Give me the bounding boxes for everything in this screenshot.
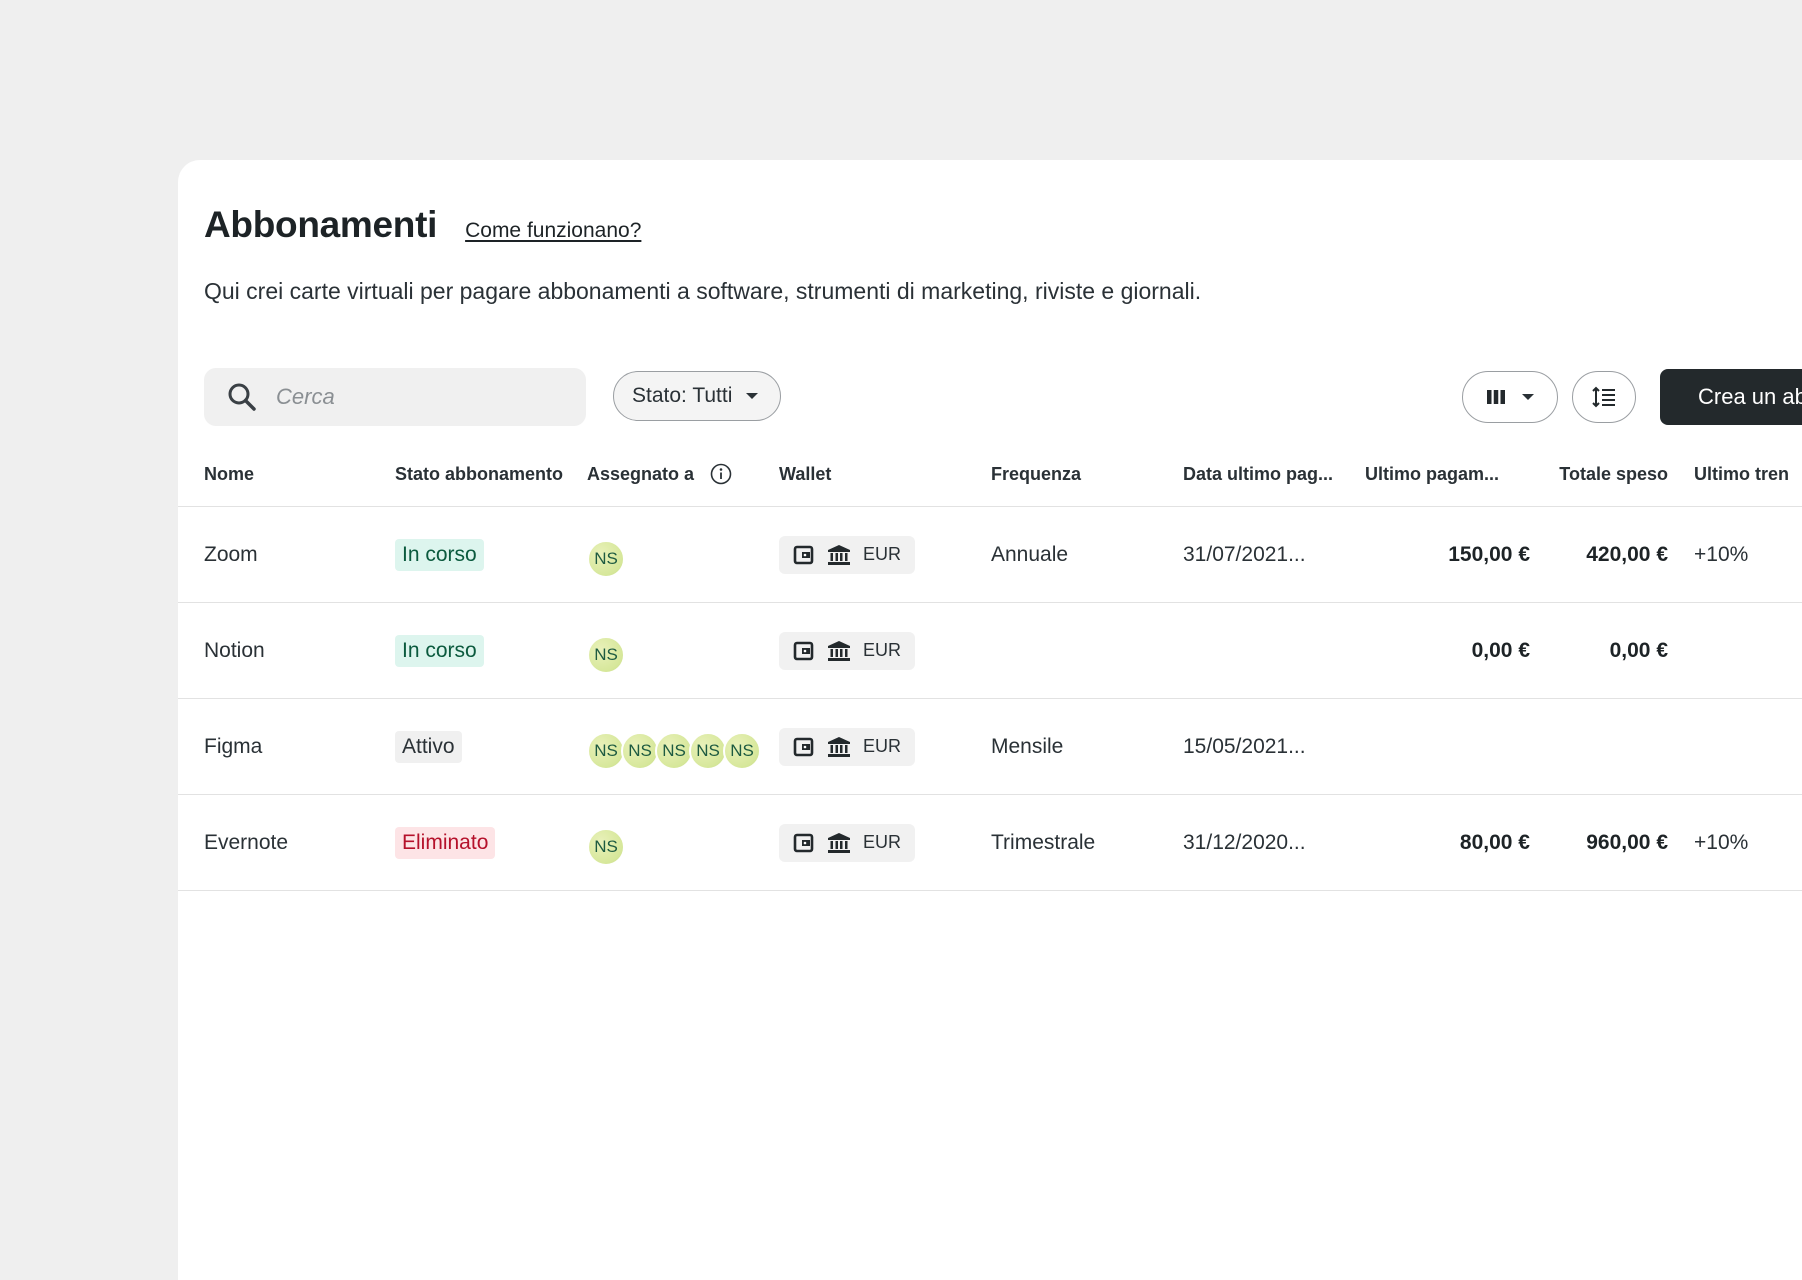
status-cell: Eliminato bbox=[395, 795, 496, 890]
avatar-group[interactable]: NS bbox=[587, 635, 767, 674]
search-box[interactable] bbox=[204, 368, 586, 426]
table-body: Zoom In corso NS bbox=[178, 507, 1802, 891]
subscription-name: Evernote bbox=[204, 830, 289, 854]
bank-icon bbox=[828, 544, 850, 565]
wallet-currency: EUR bbox=[863, 640, 902, 660]
wallet-icon bbox=[793, 641, 814, 660]
table-row[interactable]: Notion In corso NS bbox=[178, 603, 1802, 699]
column-header-total-spent[interactable]: Totale speso bbox=[1559, 463, 1668, 484]
subscription-name: Notion bbox=[204, 638, 265, 662]
subscriptions-table: Nome Stato abbonamento Assegnato a Walle… bbox=[178, 442, 1802, 891]
column-header-last-payment[interactable]: Ultimo pagam... bbox=[1365, 463, 1500, 484]
column-header-last-trend[interactable]: Ultimo tren bbox=[1694, 463, 1790, 484]
column-header-name[interactable]: Nome bbox=[204, 463, 255, 484]
wallet-icon bbox=[793, 545, 814, 564]
frequency: Annuale bbox=[991, 542, 1069, 566]
last-payment-amount: 150,00 € bbox=[1448, 542, 1530, 566]
status-filter-label: Stato: Tutti bbox=[632, 384, 733, 407]
avatar[interactable]: NS bbox=[587, 635, 625, 674]
status-cell: Attivo bbox=[395, 699, 462, 794]
avatar[interactable]: NS bbox=[587, 539, 625, 578]
search-input[interactable] bbox=[274, 383, 548, 411]
help-link[interactable]: Come funzionano? bbox=[465, 219, 642, 242]
columns-icon bbox=[1487, 390, 1505, 404]
avatar[interactable]: NS bbox=[723, 731, 761, 770]
title-row: Abbonamenti Come funzionano? bbox=[204, 204, 641, 246]
last-trend: +10% bbox=[1694, 830, 1749, 854]
status-badge: In corso bbox=[395, 634, 484, 667]
columns-toggle-button[interactable] bbox=[1462, 371, 1558, 423]
wallet-chip[interactable]: EUR bbox=[779, 631, 916, 670]
main-panel: Abbonamenti Come funzionano? Qui crei ca… bbox=[178, 160, 1802, 1280]
last-payment-amount bbox=[1365, 699, 1530, 794]
wallet-chip[interactable]: EUR bbox=[779, 823, 916, 862]
wallet-icon bbox=[793, 737, 814, 756]
column-header-frequency[interactable]: Frequenza bbox=[991, 463, 1082, 484]
status-filter-dropdown[interactable]: Stato: Tutti bbox=[613, 371, 782, 421]
wallet-currency: EUR bbox=[863, 544, 902, 564]
last-payment-date: 15/05/2021... bbox=[1183, 734, 1306, 758]
assigned-cell: NS bbox=[587, 603, 767, 698]
status-badge: In corso bbox=[395, 538, 484, 571]
last-payment-amount: 0,00 € bbox=[1471, 638, 1530, 662]
chevron-down-icon bbox=[746, 393, 759, 399]
page-title: Abbonamenti bbox=[204, 204, 438, 245]
last-trend: +10% bbox=[1694, 542, 1749, 566]
wallet-cell: EUR bbox=[779, 507, 916, 602]
avatar-group[interactable]: NS bbox=[587, 827, 767, 866]
column-header-last-payment-date[interactable]: Data ultimo pag... bbox=[1183, 463, 1334, 484]
avatar[interactable]: NS bbox=[689, 731, 727, 770]
last-payment-amount: 80,00 € bbox=[1459, 830, 1530, 854]
avatar[interactable]: NS bbox=[587, 827, 625, 866]
subscription-name: Figma bbox=[204, 734, 263, 758]
wallet-cell: EUR bbox=[779, 603, 916, 698]
column-header-assigned[interactable]: Assegnato a bbox=[587, 442, 732, 506]
table-row[interactable]: Zoom In corso NS bbox=[178, 507, 1802, 603]
sort-button[interactable] bbox=[1572, 371, 1636, 423]
total-spent bbox=[1508, 699, 1668, 794]
search-icon bbox=[228, 383, 256, 411]
frequency: Trimestrale bbox=[991, 830, 1096, 854]
avatar-group[interactable]: NS bbox=[587, 539, 767, 578]
avatar[interactable]: NS bbox=[655, 731, 693, 770]
status-cell: In corso bbox=[395, 603, 484, 698]
chevron-down-icon bbox=[1522, 394, 1534, 400]
frequency: Mensile bbox=[991, 734, 1064, 758]
column-header-assigned-label: Assegnato a bbox=[587, 463, 695, 484]
info-icon[interactable] bbox=[710, 463, 732, 485]
wallet-currency: EUR bbox=[863, 832, 902, 852]
status-badge: Eliminato bbox=[395, 826, 496, 859]
page-subtitle: Qui crei carte virtuali per pagare abbon… bbox=[204, 278, 1202, 304]
column-header-wallet[interactable]: Wallet bbox=[779, 463, 832, 484]
wallet-cell: EUR bbox=[779, 699, 916, 794]
wallet-icon bbox=[793, 833, 814, 852]
last-payment-date: 31/12/2020... bbox=[1183, 830, 1306, 854]
assigned-cell: NS NS NS NS NS bbox=[587, 699, 767, 794]
sort-icon bbox=[1592, 386, 1615, 408]
assigned-cell: NS bbox=[587, 507, 767, 602]
total-spent: 0,00 € bbox=[1609, 638, 1668, 662]
table-row[interactable]: Evernote Eliminato NS bbox=[178, 795, 1802, 891]
table-header: Nome Stato abbonamento Assegnato a Walle… bbox=[178, 442, 1802, 507]
total-spent: 420,00 € bbox=[1586, 542, 1668, 566]
status-cell: In corso bbox=[395, 507, 484, 602]
status-badge: Attivo bbox=[395, 730, 462, 763]
create-subscription-button[interactable]: Crea un ab bbox=[1660, 369, 1802, 425]
wallet-cell: EUR bbox=[779, 795, 916, 890]
total-spent: 960,00 € bbox=[1586, 830, 1668, 854]
bank-icon bbox=[828, 640, 850, 661]
avatar[interactable]: NS bbox=[621, 731, 659, 770]
wallet-currency: EUR bbox=[863, 736, 902, 756]
table-row[interactable]: Figma Attivo NS NS NS NS NS bbox=[178, 699, 1802, 795]
wallet-chip[interactable]: EUR bbox=[779, 727, 916, 766]
avatar[interactable]: NS bbox=[587, 731, 625, 770]
column-header-status[interactable]: Stato abbonamento bbox=[395, 463, 564, 484]
wallet-chip[interactable]: EUR bbox=[779, 535, 916, 574]
assigned-cell: NS bbox=[587, 795, 767, 890]
bank-icon bbox=[828, 736, 850, 757]
avatar-group[interactable]: NS NS NS NS NS bbox=[587, 731, 767, 770]
last-payment-date: 31/07/2021... bbox=[1183, 542, 1306, 566]
subscription-name: Zoom bbox=[204, 542, 258, 566]
bank-icon bbox=[828, 832, 850, 853]
